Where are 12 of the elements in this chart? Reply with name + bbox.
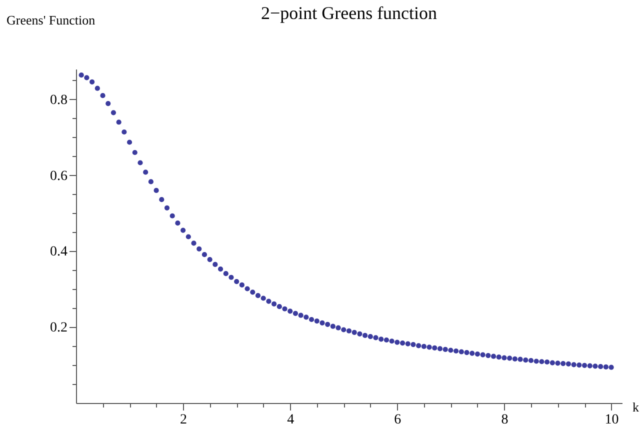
- x-tick-label: 8: [501, 412, 508, 428]
- y-tick-label: 0.2: [50, 320, 68, 336]
- x-tick-label: 2: [180, 412, 188, 428]
- y-tick-label: 0.8: [50, 92, 68, 108]
- y-axis-title: Greens' Function: [6, 12, 96, 28]
- x-tick-label: 10: [604, 412, 619, 428]
- y-tick-label: 0.6: [50, 168, 68, 184]
- chart-title: 2−point Greens function: [260, 3, 438, 23]
- y-tick-label: 0.4: [50, 244, 68, 260]
- x-tick-label: 6: [394, 412, 402, 428]
- x-tick-label: 4: [287, 412, 294, 428]
- x-axis-title: k: [632, 400, 640, 414]
